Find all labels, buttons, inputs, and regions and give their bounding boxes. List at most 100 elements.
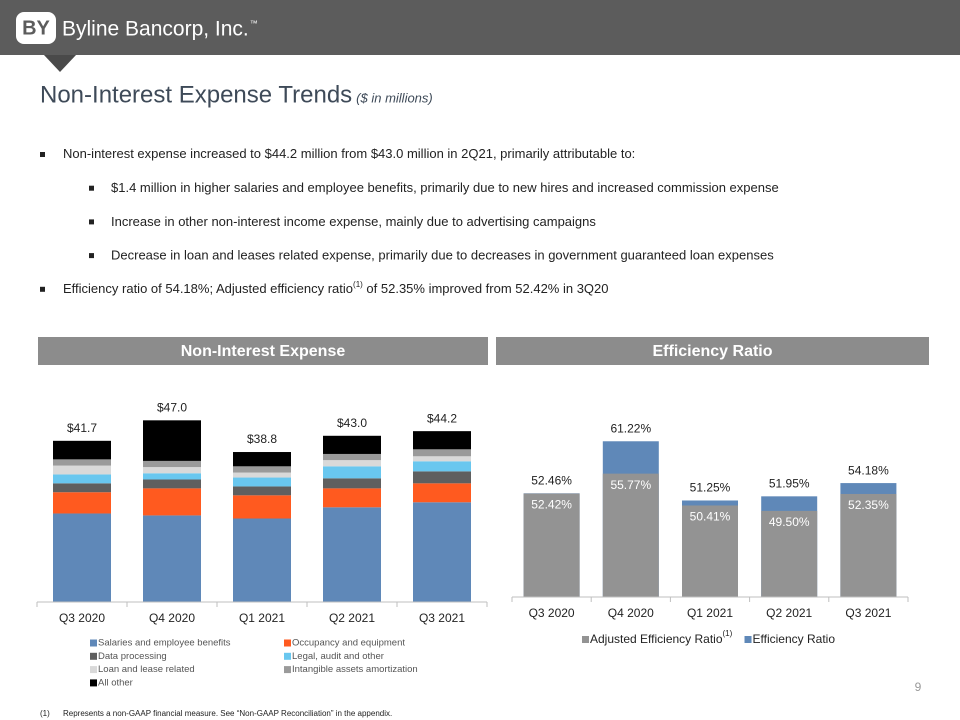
sub-bullet-marker — [89, 185, 94, 191]
sub-bullet-marker — [89, 253, 94, 259]
footnote-marker: (1) — [40, 709, 50, 718]
bar-segment — [143, 515, 201, 602]
legend-label: Data processing — [98, 651, 167, 662]
bar-segment — [53, 483, 111, 493]
legend-swatch — [90, 652, 97, 660]
legend-label: Adjusted Efficiency Ratio — [590, 632, 723, 646]
bar-segment — [323, 488, 381, 508]
legend-label: Legal, audit and other — [292, 651, 384, 662]
bar-segment — [53, 459, 111, 466]
bar-segment — [53, 440, 111, 460]
x-tick-label: Q2 2021 — [329, 611, 375, 625]
x-tick-label: Q1 2021 — [687, 606, 733, 620]
bar-segment — [143, 473, 201, 480]
bar-segment — [143, 467, 201, 474]
bar-segment — [233, 486, 291, 496]
bar-segment — [413, 456, 471, 462]
bar-segment — [413, 471, 471, 484]
legend-label: Intangible assets amortization — [292, 664, 418, 675]
bar-segment — [143, 420, 201, 461]
bullet-text-part: Non-interest expense increased to $44.2 … — [63, 146, 635, 161]
bar-segment — [233, 518, 291, 602]
bullet-text-part: Efficiency ratio of 54.18%; Adjusted eff… — [63, 281, 353, 296]
bar — [602, 473, 659, 597]
legend-swatch — [582, 636, 589, 643]
bar-segment — [413, 449, 471, 457]
panel-title: Efficiency Ratio — [652, 343, 772, 360]
superscript: (1) — [353, 280, 363, 289]
x-tick-label: Q3 2021 — [419, 611, 465, 625]
header-notch — [44, 55, 76, 72]
data-label: 52.42% — [531, 498, 572, 512]
footnote-text: Represents a non-GAAP financial measure.… — [63, 709, 392, 718]
trademark: ™ — [250, 19, 258, 28]
bullet-text: Efficiency ratio of 54.18%; Adjusted eff… — [63, 280, 609, 296]
bar — [761, 510, 818, 597]
bar-segment — [323, 507, 381, 602]
legend-swatch — [284, 639, 291, 647]
bar-segment — [143, 488, 201, 516]
legend-label: Loan and lease related — [98, 664, 195, 675]
panel-header — [496, 337, 929, 365]
bullet-text-part: of 52.35% improved from 52.42% in 3Q20 — [363, 281, 609, 296]
data-label: 54.18% — [848, 463, 889, 477]
legend-label: Salaries and employee benefits — [98, 638, 231, 649]
bar-segment — [323, 466, 381, 479]
x-tick-label: Q3 2020 — [529, 606, 575, 620]
total-label: $41.7 — [67, 421, 97, 435]
legend-swatch — [90, 639, 97, 647]
bar-segment — [323, 453, 381, 461]
total-label: $47.0 — [157, 400, 187, 414]
data-label: 49.50% — [769, 515, 810, 529]
bar — [523, 493, 580, 597]
legend-swatch — [744, 636, 752, 643]
legend-swatch — [90, 666, 97, 674]
bullet-marker — [40, 286, 45, 292]
slide-subtitle: ($ in millions) — [356, 90, 433, 105]
data-label: 61.22% — [610, 421, 651, 435]
bar-segment — [143, 460, 201, 468]
bar-segment — [53, 465, 111, 475]
bar-segment — [233, 472, 291, 478]
legend-label: Occupancy and equipment — [292, 638, 405, 649]
bullet-marker — [40, 152, 45, 157]
x-tick-label: Q1 2021 — [239, 611, 285, 625]
bar — [682, 505, 738, 597]
data-label: 51.95% — [769, 476, 810, 490]
bar-segment — [53, 492, 111, 514]
legend-note: (1) — [723, 629, 733, 638]
legend-label: Efficiency Ratio — [753, 632, 836, 646]
sub-bullet-text: $1.4 million in higher salaries and empl… — [111, 180, 779, 195]
legend-swatch — [90, 679, 97, 687]
bar-segment — [413, 431, 471, 450]
total-label: $38.8 — [247, 432, 277, 446]
bar — [840, 493, 897, 597]
bar-segment — [323, 478, 381, 489]
bar-segment — [233, 477, 291, 487]
sub-bullet-marker — [89, 219, 94, 225]
total-label: $43.0 — [337, 416, 367, 430]
total-label: $44.2 — [427, 411, 457, 425]
bar-segment — [233, 495, 291, 519]
data-label: 50.41% — [690, 510, 731, 524]
bar-segment — [413, 461, 471, 472]
bar-segment — [233, 466, 291, 473]
data-label: 55.77% — [610, 478, 651, 492]
logo-box — [16, 12, 56, 44]
x-tick-label: Q3 2020 — [59, 611, 105, 625]
bullet-text: Non-interest expense increased to $44.2 … — [63, 146, 635, 161]
page-number: 9 — [915, 680, 922, 694]
legend-swatch — [284, 652, 291, 660]
data-label: 52.35% — [848, 498, 889, 512]
logo-mark: BY — [22, 17, 50, 39]
bar-segment — [53, 513, 111, 602]
bar-segment — [53, 474, 111, 484]
slide-title: Non-Interest Expense Trends — [40, 81, 352, 108]
header-bar — [0, 0, 960, 55]
x-tick-label: Q4 2020 — [149, 611, 195, 625]
bar-segment — [143, 479, 201, 489]
x-tick-label: Q3 2021 — [845, 606, 891, 620]
panel-header — [38, 337, 488, 365]
x-tick-label: Q4 2020 — [608, 606, 654, 620]
